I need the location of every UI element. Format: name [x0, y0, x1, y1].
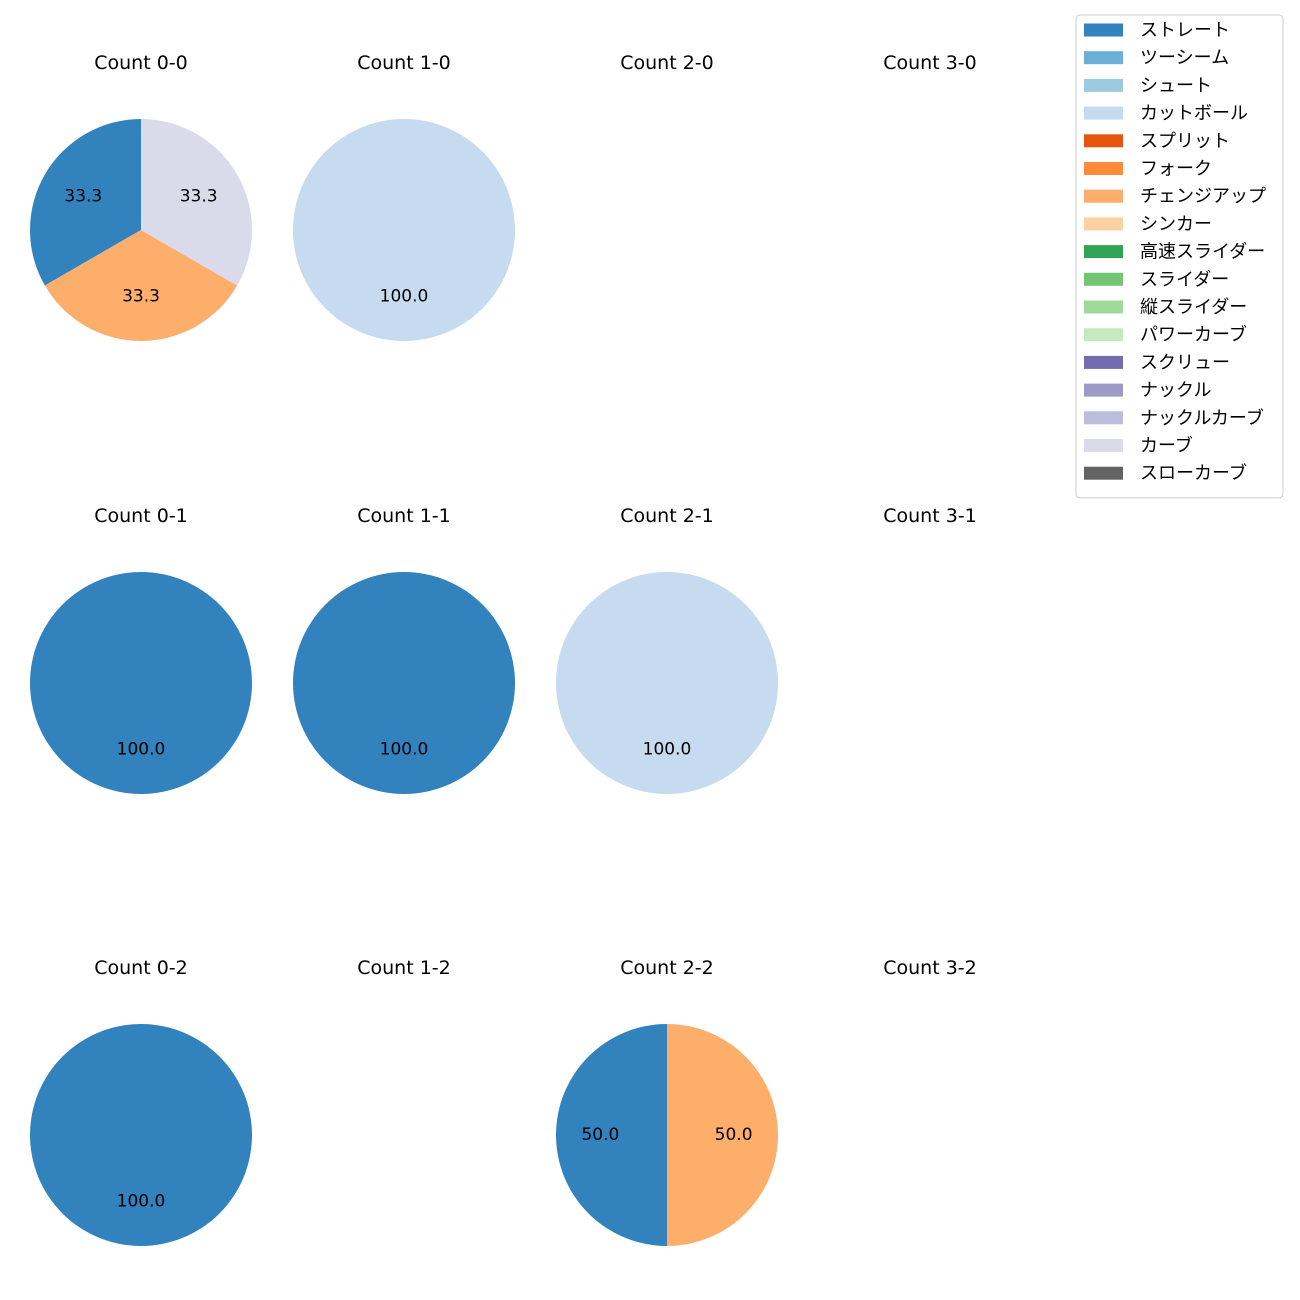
legend-swatch [1084, 51, 1123, 65]
legend-swatch [1084, 106, 1123, 120]
pie-slice [556, 1024, 667, 1246]
subplot-title: Count 1-0 [357, 52, 451, 74]
subplot: Count 1-2 [357, 957, 451, 979]
legend-label: カーブ [1140, 435, 1193, 457]
legend-item: スローカーブ [1084, 462, 1247, 484]
legend: ストレートツーシームシュートカットボールスプリットフォークチェンジアップシンカー… [1075, 14, 1284, 499]
legend-item: カーブ [1084, 435, 1193, 457]
subplot-title: Count 2-0 [620, 52, 714, 74]
legend-swatch [1084, 411, 1123, 425]
legend-item: ツーシーム [1084, 48, 1229, 69]
slice-label: 100.0 [117, 1192, 166, 1212]
legend-swatch [1084, 23, 1123, 37]
legend-label: 高速スライダー [1140, 242, 1265, 263]
slice-label: 100.0 [643, 740, 692, 760]
subplot: Count 1-1 100.0 [293, 505, 515, 794]
pie-slice [556, 572, 778, 794]
legend-item: カットボール [1084, 103, 1248, 124]
legend-item: シンカー [1084, 214, 1212, 235]
slice-label: 50.0 [715, 1125, 753, 1145]
legend-label: スライダー [1140, 269, 1229, 290]
slice-label: 100.0 [117, 740, 166, 760]
legend-swatch [1084, 300, 1123, 314]
legend-item: 縦スライダー [1084, 297, 1247, 318]
slice-label: 33.3 [180, 187, 218, 207]
pie-slice [30, 572, 252, 794]
legend-swatch [1084, 466, 1123, 480]
legend-swatch [1084, 162, 1123, 175]
slice-label: 50.0 [581, 1125, 619, 1145]
legend-label: スローカーブ [1140, 462, 1247, 484]
subplot: Count 2-2 50.0 50.0 [556, 957, 778, 1246]
subplot-title: Count 3-1 [883, 505, 977, 527]
subplot: Count 2-0 [620, 52, 714, 74]
legend-item: ナックルカーブ [1084, 407, 1264, 429]
pie-slice [141, 119, 252, 286]
subplot: Count 3-0 [883, 52, 977, 74]
subplot-title: Count 3-0 [883, 52, 977, 74]
slice-label: 100.0 [380, 287, 429, 307]
legend-label: スクリュー [1140, 352, 1230, 373]
legend-item: スライダー [1084, 269, 1229, 290]
legend-swatch [1084, 245, 1123, 259]
subplot-title: Count 1-2 [357, 957, 451, 979]
legend-label: パワーカーブ [1140, 324, 1247, 346]
legend-item: スクリュー [1084, 352, 1230, 373]
legend-swatch [1084, 134, 1123, 148]
legend-label: チェンジアップ [1140, 186, 1266, 207]
legend-swatch [1084, 383, 1123, 397]
subplot-title: Count 1-1 [357, 505, 451, 527]
pie-slice [29, 119, 142, 286]
legend-item: ストレート [1084, 20, 1230, 41]
subplot: Count 0-0 33.3 33.3 33.3 [29, 52, 252, 341]
pie-slice [293, 572, 515, 794]
legend-label: ナックル [1140, 380, 1211, 401]
legend-swatch [1084, 439, 1123, 452]
slice-label: 33.3 [64, 187, 102, 207]
legend-label: ストレート [1140, 20, 1230, 41]
legend-label: カットボール [1140, 103, 1248, 124]
legend-frame [1075, 14, 1284, 499]
legend-label: フォーク [1140, 159, 1212, 180]
pie-slice [293, 119, 515, 341]
subplot-title: Count 0-1 [94, 505, 188, 527]
legend-swatch [1084, 355, 1123, 369]
legend-label: スプリット [1140, 131, 1230, 152]
legend-item: ナックル [1084, 380, 1211, 401]
legend-swatch [1084, 78, 1123, 92]
legend-swatch [1084, 328, 1123, 342]
legend-label: ツーシーム [1140, 48, 1229, 69]
slice-label: 100.0 [380, 740, 429, 760]
legend-item: 高速スライダー [1084, 242, 1265, 263]
legend-swatch [1084, 189, 1123, 203]
legend-item: シュート [1084, 75, 1212, 96]
legend-item: スプリット [1084, 131, 1230, 152]
subplot: Count 2-1 100.0 [556, 505, 778, 794]
subplot-title: Count 0-0 [94, 52, 188, 74]
subplot: Count 3-1 [883, 505, 977, 527]
legend-label: 縦スライダー [1140, 297, 1247, 318]
subplot: Count 3-2 [883, 957, 977, 979]
slice-label: 33.3 [122, 287, 160, 307]
legend-item: チェンジアップ [1084, 186, 1266, 207]
subplot-title: Count 3-2 [883, 957, 977, 979]
subplot-title: Count 2-1 [620, 505, 714, 527]
pie-slice [30, 1024, 252, 1246]
legend-label: シュート [1140, 75, 1212, 96]
subplot-title: Count 0-2 [94, 957, 188, 979]
subplot: Count 1-0 100.0 [293, 52, 515, 341]
subplot-title: Count 2-2 [620, 957, 714, 979]
legend-item: フォーク [1084, 159, 1212, 180]
subplot: Count 0-1 100.0 [30, 505, 252, 794]
subplot: Count 0-2 100.0 [30, 957, 252, 1246]
pie-slice [667, 1024, 778, 1246]
legend-label: ナックルカーブ [1140, 407, 1264, 429]
legend-label: シンカー [1140, 214, 1212, 235]
legend-swatch [1084, 272, 1123, 286]
legend-swatch [1084, 217, 1123, 231]
legend-item: パワーカーブ [1084, 324, 1247, 346]
